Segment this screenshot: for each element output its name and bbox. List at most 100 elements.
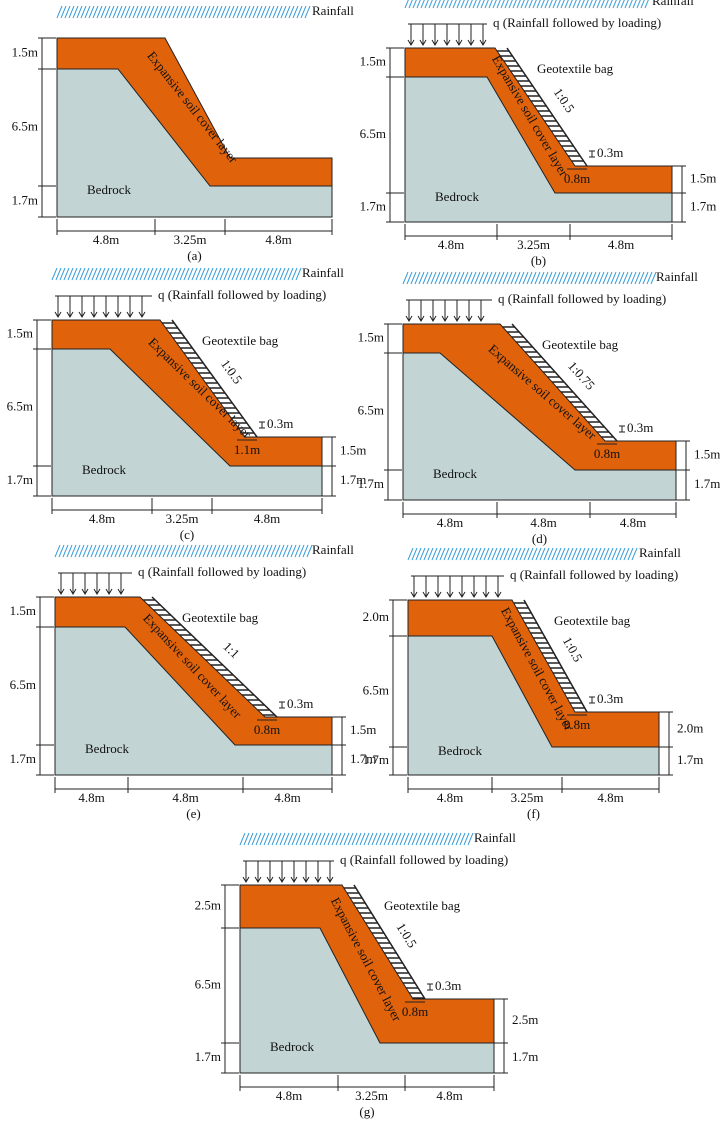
panel-label: (a) xyxy=(187,248,201,263)
bottom-dim: 4.8m xyxy=(438,237,464,252)
arrow-head xyxy=(479,39,487,46)
bag-width: 1.1m xyxy=(234,442,260,457)
left-dim: 6.5m xyxy=(10,677,36,692)
left-dim: 1.7m xyxy=(363,752,389,767)
left-dim: 6.5m xyxy=(195,976,221,991)
arrow-head xyxy=(66,311,74,318)
rain-symbol xyxy=(51,267,302,281)
arrow-head xyxy=(254,876,262,883)
bedrock-label: Bedrock xyxy=(433,466,478,481)
arrow-head xyxy=(102,311,110,318)
right-dim: 1.7m xyxy=(512,1049,538,1064)
arrow-head xyxy=(405,315,413,322)
thickness-mark xyxy=(427,983,433,991)
arrow-head xyxy=(54,311,62,318)
bag-width: 0.8m xyxy=(594,446,620,461)
bottom-dim: 4.8m xyxy=(93,232,119,247)
rainfall-label: Rainfall xyxy=(639,545,681,560)
bag-thickness: 0.3m xyxy=(267,416,293,431)
loading-label: q (Rainfall followed by loading) xyxy=(510,567,678,582)
thickness-mark xyxy=(589,150,595,158)
arrow-head xyxy=(441,315,449,322)
left-dim: 1.5m xyxy=(360,53,386,68)
right-dim: 1.5m xyxy=(694,446,720,461)
arrow-head xyxy=(417,315,425,322)
bottom-dim: 4.8m xyxy=(620,515,646,530)
left-dim: 2.5m xyxy=(195,897,221,912)
bottom-dim: 3.25m xyxy=(517,237,550,252)
arrow-head xyxy=(410,591,418,598)
left-dim: 1.7m xyxy=(360,198,386,213)
slope-ratio: 1:1 xyxy=(220,639,242,661)
left-dim: 6.5m xyxy=(7,398,33,413)
arrow-head xyxy=(78,311,86,318)
bedrock-label: Bedrock xyxy=(435,189,480,204)
arrow-head xyxy=(453,315,461,322)
left-dim: 1.7m xyxy=(10,751,36,766)
arrow-head xyxy=(105,588,113,595)
loading-label: q (Rainfall followed by loading) xyxy=(138,564,306,579)
arrow-head xyxy=(434,591,442,598)
arrow-head xyxy=(419,39,427,46)
loading-label: q (Rainfall followed by loading) xyxy=(340,852,508,867)
bag-label: Geotextile bag xyxy=(537,61,614,76)
bedrock-label: Bedrock xyxy=(85,741,130,756)
arrow-head xyxy=(69,588,77,595)
rain-symbol xyxy=(404,0,649,9)
left-dim: 1.5m xyxy=(358,329,384,344)
rainfall-label: Rainfall xyxy=(474,830,516,845)
right-dim: 1.7m xyxy=(340,472,366,487)
loading-label: q (Rainfall followed by loading) xyxy=(498,291,666,306)
rainfall-label: Rainfall xyxy=(652,0,694,8)
right-dim: 1.7m xyxy=(677,752,703,767)
bedrock-label: Bedrock xyxy=(87,182,132,197)
arrow-head xyxy=(407,39,415,46)
left-dim: 1.7m xyxy=(7,472,33,487)
arrow-head xyxy=(326,876,334,883)
slope-ratio: 1:0.5 xyxy=(393,920,420,950)
arrow-head xyxy=(458,591,466,598)
arrow-head xyxy=(138,311,146,318)
left-dim: 1.7m xyxy=(195,1049,221,1064)
panel-label: (b) xyxy=(531,253,546,268)
arrow-head xyxy=(482,591,490,598)
left-dim: 2.0m xyxy=(363,609,389,624)
arrow-head xyxy=(455,39,463,46)
arrow-head xyxy=(90,311,98,318)
right-dim: 1.5m xyxy=(340,442,366,457)
bottom-dim: 4.8m xyxy=(172,790,198,805)
left-dim: 1.5m xyxy=(12,44,38,59)
left-dim: 6.5m xyxy=(360,126,386,141)
rainfall-label: Rainfall xyxy=(302,265,344,280)
slope-ratio: 1:0.5 xyxy=(551,85,578,115)
bag-label: Geotextile bag xyxy=(384,898,461,913)
panel-label: (f) xyxy=(527,806,540,821)
right-dim: 2.5m xyxy=(512,1012,538,1027)
bag-thickness: 0.3m xyxy=(627,420,653,435)
bedrock-label: Bedrock xyxy=(270,1039,315,1054)
bottom-dim: 4.8m xyxy=(78,790,104,805)
right-dim: 1.5m xyxy=(350,722,376,737)
arrow-head xyxy=(114,311,122,318)
bottom-dim: 4.8m xyxy=(436,1088,462,1103)
arrow-head xyxy=(242,876,250,883)
arrow-head xyxy=(422,591,430,598)
left-dim: 1.5m xyxy=(10,603,36,618)
slope-ratio: 1:0.5 xyxy=(560,634,586,664)
bag-width: 0.8m xyxy=(254,722,280,737)
bag-width: 0.8m xyxy=(564,171,590,186)
bottom-dim: 4.8m xyxy=(265,232,291,247)
bottom-dim: 4.8m xyxy=(276,1088,302,1103)
bottom-dim: 4.8m xyxy=(437,515,463,530)
bottom-dim: 4.8m xyxy=(254,511,280,526)
arrow-head xyxy=(57,588,65,595)
left-dim: 1.7m xyxy=(358,476,384,491)
bag-thickness: 0.3m xyxy=(435,978,461,993)
bag-label: Geotextile bag xyxy=(554,613,631,628)
arrow-head xyxy=(470,591,478,598)
bottom-dim: 4.8m xyxy=(274,790,300,805)
left-dim: 1.7m xyxy=(12,192,38,207)
arrow-head xyxy=(302,876,310,883)
arrow-head xyxy=(126,311,134,318)
